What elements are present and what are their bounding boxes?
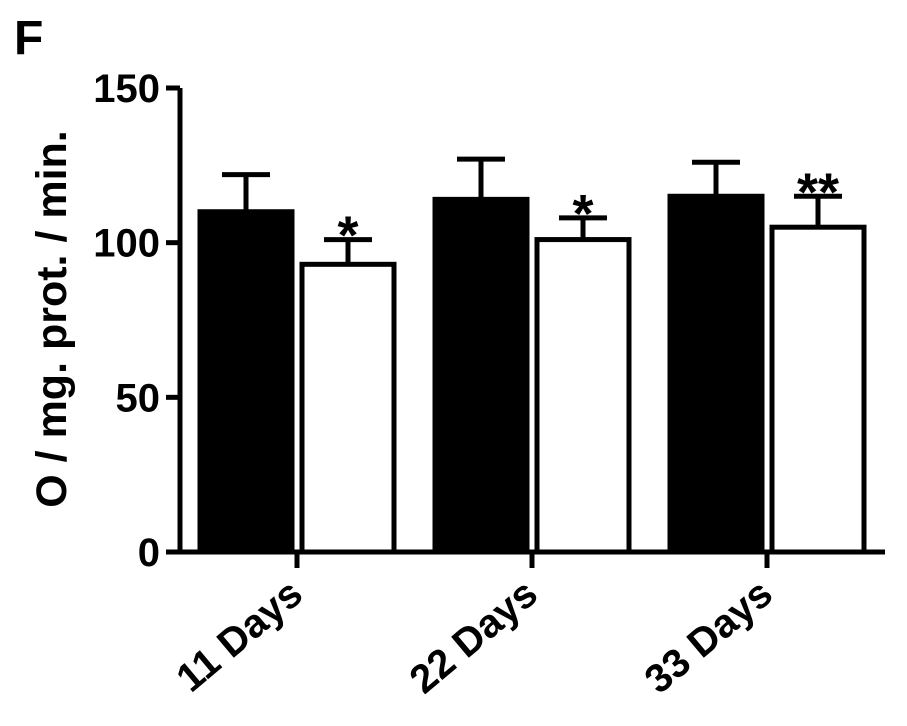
bars bbox=[197, 193, 867, 555]
y-tick-label: 150 bbox=[93, 67, 160, 111]
significance-marker: * bbox=[572, 184, 593, 244]
significance-marker: ** bbox=[797, 162, 839, 222]
x-tick-label: 33 Days bbox=[637, 571, 781, 702]
y-tick-label: 0 bbox=[138, 531, 160, 575]
bar bbox=[534, 237, 632, 555]
panel-label: F bbox=[14, 12, 43, 65]
significance-marker: * bbox=[337, 206, 358, 266]
y-axis: 0 50 100 150 bbox=[93, 67, 183, 575]
bar bbox=[197, 209, 295, 555]
y-tick-label: 50 bbox=[116, 376, 161, 420]
bar bbox=[769, 224, 867, 555]
bar bbox=[299, 261, 397, 555]
y-tick-label: 100 bbox=[93, 222, 160, 266]
bar bbox=[432, 196, 530, 555]
x-tick-label: 22 Days bbox=[402, 571, 546, 702]
x-axis: 11 Days 22 Days 33 Days bbox=[168, 549, 885, 702]
error-bars bbox=[222, 156, 842, 265]
bar bbox=[667, 193, 765, 555]
y-axis-label: O / mg. prot. / min. bbox=[28, 130, 76, 507]
significance-annotations: * * ** bbox=[337, 162, 839, 265]
x-tick-label: 11 Days bbox=[168, 571, 310, 701]
